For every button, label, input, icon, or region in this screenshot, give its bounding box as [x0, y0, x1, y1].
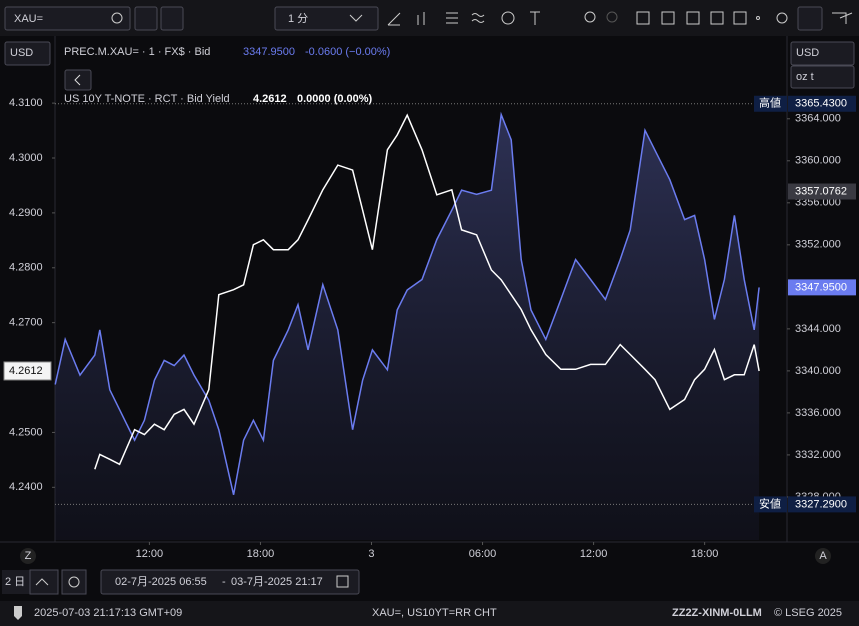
status-copy: © LSEG 2025 — [774, 607, 842, 619]
last-badge-label: 3347.9500 — [795, 281, 847, 293]
symbol: XAU= — [14, 13, 43, 25]
add-button[interactable] — [134, 6, 158, 31]
status-time: 2025-07-03 21:17:13 GMT+09 — [34, 607, 182, 619]
interval: 1 分 — [288, 12, 308, 25]
range-from: 02-7月-2025 06:55 — [115, 576, 207, 588]
x-tick-label: 12:00 — [580, 548, 608, 560]
range-to: 03-7月-2025 21:17 — [231, 576, 323, 588]
z-label: Z — [25, 550, 32, 562]
last-badge — [788, 279, 856, 296]
a-button[interactable] — [815, 548, 831, 564]
status-id: ZZ2Z-XINM-0LLM — [672, 607, 762, 619]
status-bar — [0, 601, 859, 626]
marker-badge — [788, 496, 856, 513]
date-range[interactable] — [100, 569, 360, 595]
search-icon[interactable] — [111, 12, 123, 24]
marker-value: 3327.2900 — [795, 498, 847, 510]
y2-tick-label: 3356.000 — [795, 197, 841, 209]
y2-tick-label: 3336.000 — [795, 407, 841, 419]
legend-last: 3347.9500 — [243, 46, 295, 58]
back-icon — [74, 74, 81, 86]
legend-name: PREC.M.XAU= · 1 · FX$ · Bid — [64, 46, 210, 58]
status-rics: XAU=, US10YT=RR CHT — [372, 607, 497, 619]
expand-button[interactable] — [29, 569, 59, 595]
y-tick-label: 4.2700 — [9, 317, 43, 329]
y2-tick-label: 3340.000 — [795, 365, 841, 377]
last-badge-label: 4.2612 — [9, 365, 43, 377]
folder-button[interactable] — [160, 6, 184, 31]
up-icon — [35, 578, 49, 586]
y-tick-label: 4.2500 — [9, 426, 43, 438]
legend-change: 0.0000 (0.00%) — [297, 93, 373, 105]
right-currency: USD — [796, 47, 819, 59]
marker-badge — [788, 95, 856, 112]
interval-select[interactable] — [274, 6, 379, 31]
calendar-icon[interactable] — [336, 575, 349, 588]
symbol-input[interactable] — [4, 6, 131, 31]
legend-change: -0.0600 (−0.00%) — [305, 46, 390, 58]
left-currency-select[interactable] — [4, 41, 51, 66]
legend-last: 4.2612 — [253, 93, 287, 105]
line — [54, 111, 760, 495]
last-badge — [3, 361, 52, 381]
range-days: 2 日 — [5, 576, 25, 588]
y2-tick-label: 3364.000 — [795, 113, 841, 125]
marker-name-box — [754, 496, 787, 513]
y2-tick-label: 3352.000 — [795, 239, 841, 251]
x-tick-label: 06:00 — [469, 548, 497, 560]
y2-tick-label: 3332.000 — [795, 449, 841, 461]
settings-button[interactable] — [61, 569, 87, 595]
y-tick-label: 4.3000 — [9, 152, 43, 164]
area — [55, 114, 760, 540]
marker-name: 安値 — [759, 496, 781, 510]
range-sep: - — [222, 576, 226, 588]
line — [94, 113, 760, 470]
y2-tick-label: 3360.000 — [795, 155, 841, 167]
left-currency: USD — [10, 47, 33, 59]
y2-tick-label: 3344.000 — [795, 323, 841, 335]
marker-value: 3365.4300 — [795, 98, 847, 110]
y-tick-label: 4.3100 — [9, 97, 43, 109]
shield-icon — [14, 606, 22, 620]
y-tick-label: 4.2400 — [9, 481, 43, 493]
days-box[interactable] — [2, 570, 30, 594]
x-tick-label: 12:00 — [136, 548, 164, 560]
x-tick-label: 18:00 — [247, 548, 275, 560]
marker-name: 高値 — [759, 96, 781, 110]
marker-value: 3357.0762 — [795, 185, 847, 197]
a-label: A — [819, 550, 827, 562]
marker-name-box — [754, 95, 787, 112]
z-button[interactable] — [20, 548, 36, 564]
tool-icons[interactable] — [387, 6, 853, 31]
right-unit: oz t — [796, 71, 814, 83]
legend-name: US 10Y T-NOTE · RCT · Bid Yield — [64, 93, 230, 105]
x-tick-label: 3 — [368, 548, 374, 560]
dropdown-icon — [349, 14, 363, 22]
y-tick-label: 4.2900 — [9, 207, 43, 219]
right-currency-select[interactable] — [790, 41, 855, 66]
unit-select[interactable] — [790, 65, 855, 89]
x-tick-label: 18:00 — [691, 548, 719, 560]
marker-badge — [788, 183, 856, 200]
y-tick-label: 4.2800 — [9, 262, 43, 274]
collapse-button[interactable] — [64, 69, 92, 91]
gear-icon — [68, 576, 80, 588]
